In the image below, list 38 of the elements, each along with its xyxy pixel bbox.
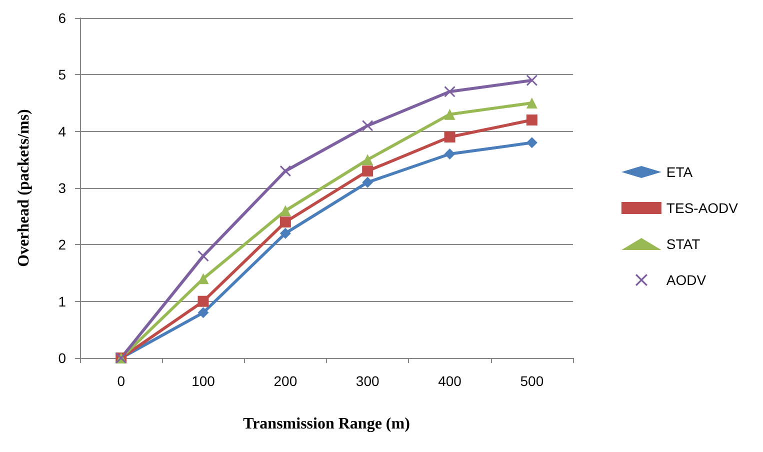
point — [198, 296, 209, 307]
y-tick-label: 0 — [58, 350, 66, 366]
point — [198, 307, 209, 318]
x-axis-title: Transmission Range (m) — [243, 416, 410, 432]
y-tick-label: 4 — [58, 123, 66, 140]
point — [280, 216, 291, 228]
point — [362, 120, 374, 132]
point — [280, 166, 291, 176]
x-tick-label: 400 — [438, 373, 462, 389]
point — [362, 166, 374, 176]
x-tick-label: 500 — [520, 373, 544, 389]
y-tick-label: 6 — [58, 10, 66, 26]
legend-label: TES-AODV — [666, 200, 739, 216]
point — [362, 176, 374, 188]
point — [444, 86, 456, 98]
point — [526, 114, 538, 126]
y-tick-label: 2 — [58, 236, 66, 253]
x-tick-label: 300 — [356, 373, 380, 389]
y-axis-title: Overhead (packets/ms) — [16, 109, 32, 267]
x-tick-label: 200 — [274, 373, 298, 389]
legend-label: AODV — [666, 272, 707, 288]
point — [362, 154, 374, 166]
point — [526, 98, 538, 108]
point — [280, 228, 291, 239]
legend-label: ETA — [666, 164, 694, 180]
point — [444, 148, 456, 160]
y-tick-label: 1 — [58, 293, 66, 310]
y-tick-label: 3 — [58, 180, 66, 196]
x-tick-label: 0 — [117, 373, 126, 389]
point — [198, 250, 209, 262]
point — [444, 108, 456, 120]
legend-label: STAT — [666, 236, 701, 252]
y-tick-label: 5 — [58, 66, 66, 83]
point — [526, 137, 538, 148]
point — [526, 74, 538, 86]
point — [280, 205, 291, 216]
x-tick-label: 100 — [192, 373, 216, 389]
point — [444, 132, 456, 142]
